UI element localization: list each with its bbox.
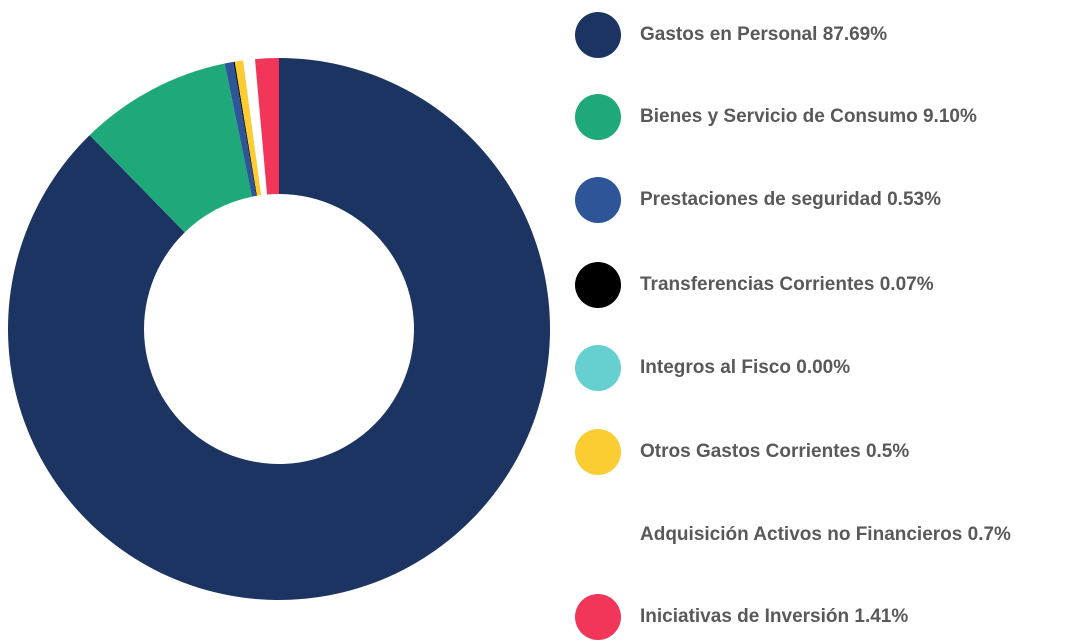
legend-name: Prestaciones de seguridad (640, 189, 882, 210)
slice (224, 61, 257, 197)
slice (255, 58, 279, 195)
legend-marker (575, 94, 621, 140)
legend-name: Gastos en Personal (640, 24, 817, 45)
legend-value: 9.10% (923, 106, 977, 127)
slice (234, 60, 262, 196)
legend-marker (575, 594, 621, 640)
legend-marker (575, 177, 621, 223)
legend-label: Transferencias Corrientes 0.07% (640, 274, 934, 295)
legend-name: Iniciativas de Inversión (640, 606, 849, 627)
slice (243, 59, 268, 196)
legend-label: Integros al Fisco 0.00% (640, 357, 850, 378)
legend-marker (575, 345, 621, 391)
legend-marker (575, 262, 621, 308)
legend-marker (575, 512, 621, 558)
legend-name: Otros Gastos Corrientes (640, 441, 861, 462)
legend-label: Adquisición Activos no Financieros 0.7% (640, 524, 1011, 545)
legend-label: Gastos en Personal 87.69% (640, 24, 887, 45)
legend-value: 0.53% (887, 189, 941, 210)
legend-marker (575, 12, 621, 58)
legend-value: 1.41% (854, 606, 908, 627)
legend-name: Adquisición Activos no Financieros (640, 524, 962, 545)
legend-label: Prestaciones de seguridad 0.53% (640, 189, 941, 210)
legend-value: 0.00% (796, 357, 850, 378)
legend-value: 0.07% (880, 274, 934, 295)
slice (7, 58, 550, 600)
legend-label: Bienes y Servicio de Consumo 9.10% (640, 106, 977, 127)
legend-name: Integros al Fisco (640, 357, 791, 378)
legend-marker (575, 429, 621, 475)
legend-name: Bienes y Servicio de Consumo (640, 106, 918, 127)
legend-value: 0.5% (866, 441, 909, 462)
legend-label: Iniciativas de Inversión 1.41% (640, 606, 908, 627)
legend-label: Otros Gastos Corrientes 0.5% (640, 441, 909, 462)
slice (233, 61, 257, 196)
legend-value: 0.7% (968, 524, 1011, 545)
legend-name: Transferencias Corrientes (640, 274, 874, 295)
legend-value: 87.69% (823, 24, 888, 45)
slice (89, 63, 252, 233)
